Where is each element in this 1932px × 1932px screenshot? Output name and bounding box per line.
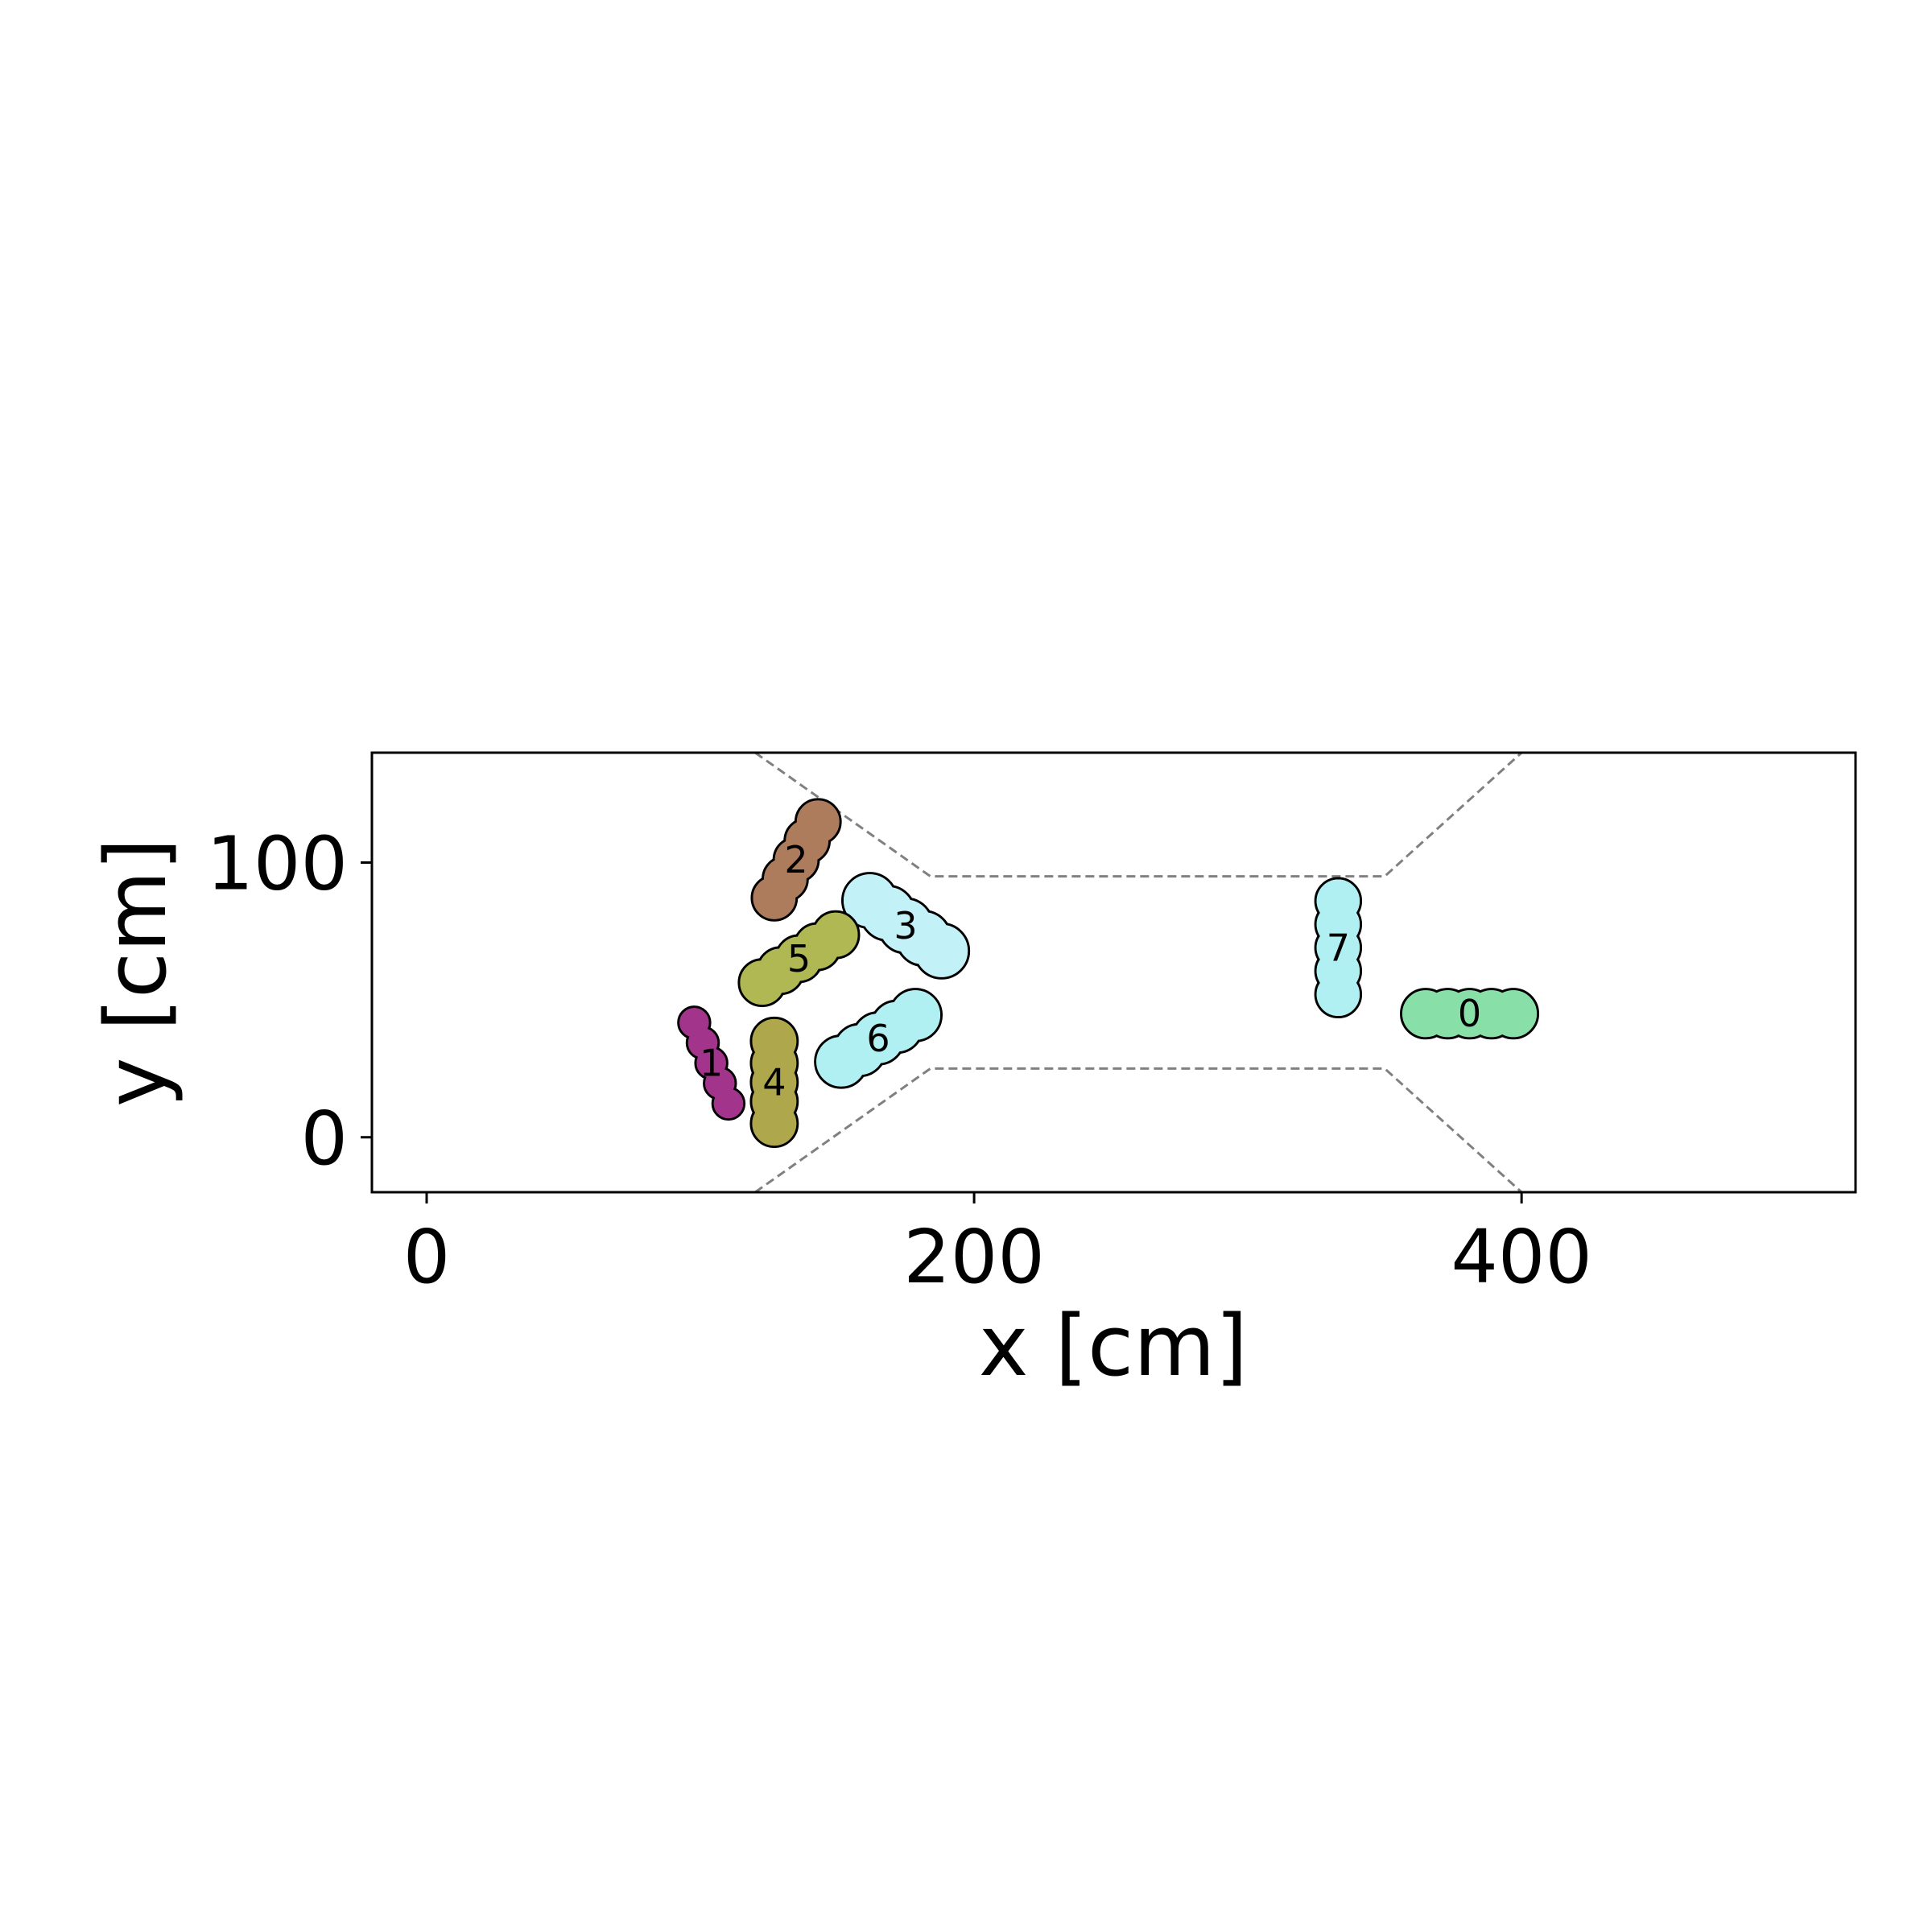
agent-0 <box>1400 988 1540 1040</box>
agent-5 <box>737 910 861 1008</box>
corridor-boundaries <box>754 753 1523 1192</box>
agent-label-6: 6 <box>866 1017 890 1060</box>
agent-label-5: 5 <box>787 937 811 980</box>
agent-3 <box>841 872 971 980</box>
y-axis-ticks: 0 100 <box>206 821 372 1182</box>
agent-label-0: 0 <box>1458 992 1481 1035</box>
y-axis-label: y [cm] <box>87 838 185 1107</box>
agent-label-2: 2 <box>784 838 807 881</box>
agent-7 <box>1314 877 1363 1019</box>
agent-2 <box>750 798 842 922</box>
agents-layer <box>677 798 1540 1149</box>
corridor-bottom-boundary <box>754 1067 1523 1192</box>
agent-1 <box>677 1005 746 1121</box>
x-axis-label: x [cm] <box>979 1297 1248 1395</box>
x-axis-ticks: 0 200 400 <box>403 1192 1592 1300</box>
corridor-top-boundary <box>754 753 1523 878</box>
agent-label-4: 4 <box>762 1061 786 1104</box>
y-tick-label: 0 <box>300 1096 348 1182</box>
agent-label-1: 1 <box>700 1042 723 1085</box>
agent-labels: 0 1 2 3 4 5 6 7 <box>700 838 1481 1104</box>
x-tick-label: 0 <box>403 1214 451 1300</box>
plot-frame <box>370 751 1857 1194</box>
y-tick-label: 100 <box>206 821 348 907</box>
agent-4 <box>749 1016 799 1149</box>
agent-label-3: 3 <box>894 904 917 947</box>
agent-label-7: 7 <box>1327 926 1350 969</box>
x-tick-label: 400 <box>1451 1214 1592 1300</box>
agent-6 <box>814 988 943 1089</box>
x-tick-label: 200 <box>903 1214 1045 1300</box>
